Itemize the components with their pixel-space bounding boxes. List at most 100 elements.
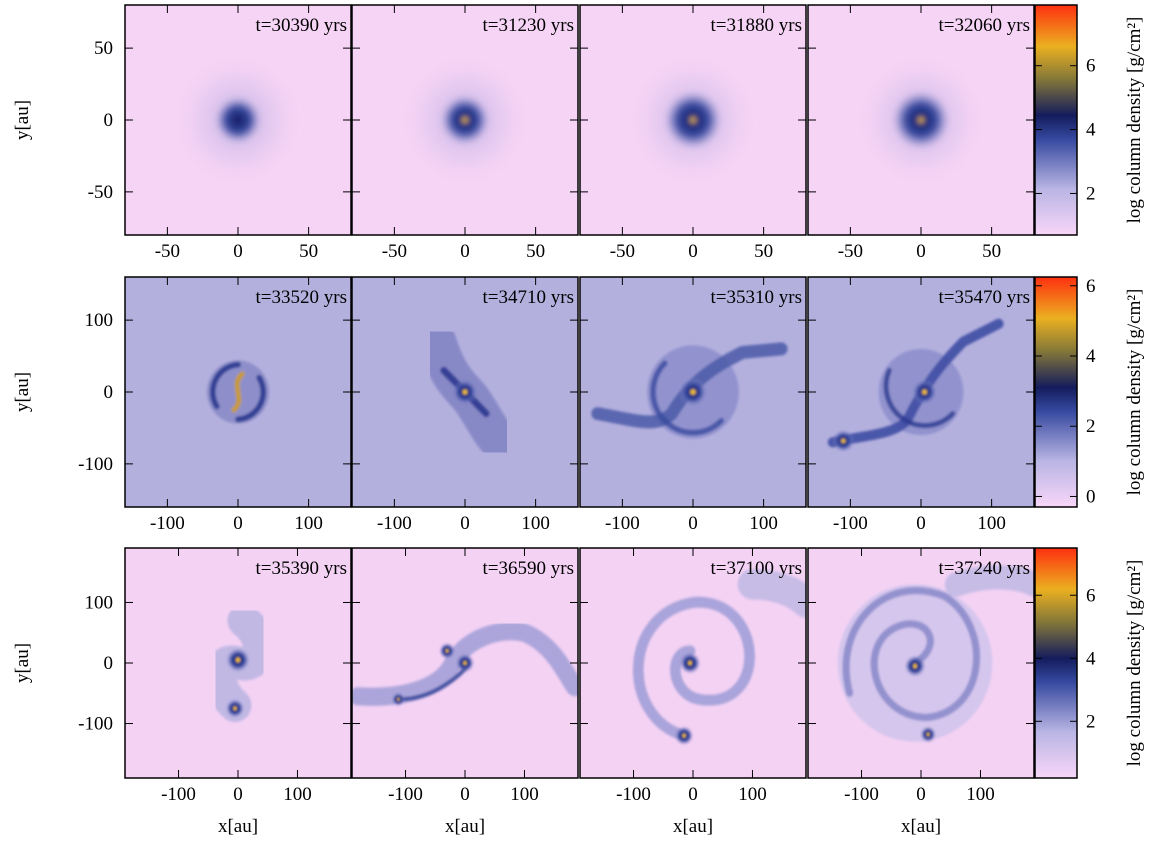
y-axis-label: y[au] [12, 372, 33, 412]
density-map [352, 548, 578, 778]
colorbar-tick-label: 2 [1086, 711, 1096, 732]
y-axis-label: y[au] [12, 100, 33, 140]
time-annotation: t=37240 yrs [939, 558, 1030, 579]
density-blob [462, 117, 468, 123]
time-annotation: t=34710 yrs [483, 287, 574, 308]
y-tick-label: 0 [104, 110, 114, 131]
colorbar [1035, 5, 1077, 235]
density-blob [690, 389, 696, 395]
map-features [174, 55, 301, 184]
density-blob [918, 117, 924, 123]
colorbar-label: log column density [g/cm²] [1124, 560, 1145, 767]
density-map [352, 5, 578, 235]
x-tick-label: 0 [233, 784, 243, 805]
x-axis-label: x[au] [445, 816, 485, 837]
figure: -50 0 50 -50 0 50 t=30390 yrs y[au] -50 0 50 t=3123… [0, 0, 1157, 838]
colorbar [1035, 277, 1077, 507]
x-tick-label: 0 [460, 513, 470, 534]
density-arm [752, 584, 806, 602]
x-axis-label: x[au] [673, 816, 713, 837]
density-map [808, 5, 1034, 235]
colorbar-tick-label: 4 [1086, 120, 1096, 141]
y-tick-label: 100 [85, 592, 114, 613]
density-blob [913, 664, 917, 668]
time-annotation: t=35390 yrs [256, 558, 347, 579]
time-annotation: t=31230 yrs [483, 15, 574, 36]
x-tick-label: -100 [833, 513, 868, 534]
x-tick-label: 0 [688, 513, 698, 534]
colorbar-tick-label: 2 [1086, 416, 1096, 437]
density-map [808, 548, 1034, 778]
density-blob [446, 649, 449, 652]
time-annotation: t=35310 yrs [711, 287, 802, 308]
density-blob [922, 389, 927, 394]
y-axis-label: y[au] [12, 643, 33, 683]
x-tick-label: 100 [749, 513, 778, 534]
x-tick-label: -100 [388, 784, 423, 805]
x-tick-label: 0 [916, 784, 926, 805]
density-blob [841, 439, 845, 444]
x-tick-label: -50 [382, 241, 407, 262]
x-tick-label: -100 [616, 784, 651, 805]
x-tick-label: 100 [738, 784, 767, 805]
density-map [125, 548, 351, 778]
density-blob [927, 733, 930, 736]
time-annotation: t=31880 yrs [711, 15, 802, 36]
x-tick-label: 100 [977, 513, 1006, 534]
x-tick-label: 50 [526, 241, 545, 262]
x-axis-label: x[au] [218, 816, 258, 837]
y-tick-label: -50 [88, 182, 113, 203]
x-tick-label: 100 [521, 513, 550, 534]
y-tick-label: 100 [85, 310, 114, 331]
x-axis-label: x[au] [901, 816, 941, 837]
colorbar-tick-label: 0 [1086, 486, 1096, 507]
x-tick-label: 0 [916, 241, 926, 262]
x-tick-label: 100 [283, 784, 312, 805]
x-tick-label: 0 [460, 241, 470, 262]
x-tick-label: 100 [966, 784, 995, 805]
y-tick-label: 0 [104, 653, 114, 674]
map-features [857, 55, 984, 184]
density-map [808, 277, 1034, 507]
x-tick-label: 0 [688, 241, 698, 262]
time-annotation: t=30390 yrs [256, 15, 347, 36]
y-tick-label: -100 [78, 714, 113, 735]
map-features [401, 55, 528, 184]
colorbar [1035, 548, 1077, 778]
density-map [125, 277, 351, 507]
y-tick-label: 50 [94, 38, 113, 59]
density-blob [688, 661, 692, 665]
colorbar-tick-label: 2 [1086, 183, 1096, 204]
x-tick-label: 100 [510, 784, 539, 805]
x-tick-label: 50 [982, 241, 1001, 262]
density-blob [690, 117, 696, 123]
colorbar-tick-label: 6 [1086, 56, 1096, 77]
density-blob [682, 734, 686, 738]
time-annotation: t=33520 yrs [256, 287, 347, 308]
x-tick-label: -50 [610, 241, 635, 262]
x-tick-label: -100 [150, 513, 185, 534]
x-tick-label: -100 [844, 784, 879, 805]
x-tick-label: 0 [233, 513, 243, 534]
map-features [207, 360, 269, 423]
colorbar-tick-label: 6 [1086, 585, 1096, 606]
x-tick-label: -100 [161, 784, 196, 805]
x-tick-label: 0 [688, 784, 698, 805]
colorbar-label: log column density [g/cm²] [1124, 289, 1145, 496]
colorbar-tick-label: 6 [1086, 276, 1096, 297]
x-tick-label: 50 [754, 241, 773, 262]
density-map [580, 277, 806, 507]
density-map [580, 548, 806, 778]
density-blob [236, 658, 241, 663]
density-blob [463, 661, 467, 665]
x-tick-label: 0 [916, 513, 926, 534]
density-map [352, 277, 578, 507]
density-blob [215, 97, 260, 143]
x-tick-label: -100 [605, 513, 640, 534]
map-features [629, 55, 756, 184]
time-annotation: t=36590 yrs [483, 558, 574, 579]
x-tick-label: -50 [838, 241, 863, 262]
x-tick-label: 0 [233, 241, 243, 262]
time-annotation: t=37100 yrs [711, 558, 802, 579]
x-tick-label: 50 [299, 241, 318, 262]
